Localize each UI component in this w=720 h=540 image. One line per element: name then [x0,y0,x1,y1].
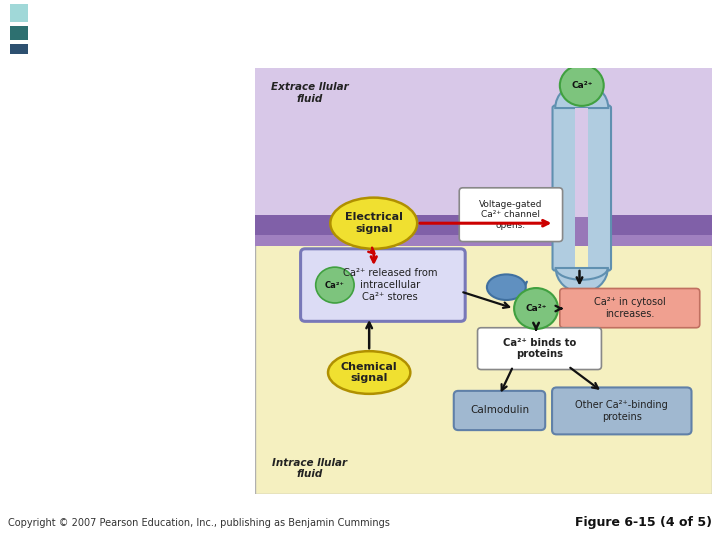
Wedge shape [555,83,608,108]
Circle shape [315,267,354,303]
FancyBboxPatch shape [459,188,562,241]
Text: Voltage-gated
Ca²⁺ channel
opens.: Voltage-gated Ca²⁺ channel opens. [480,200,543,230]
Text: Figure 6-15 (4 of 5): Figure 6-15 (4 of 5) [575,516,712,529]
FancyBboxPatch shape [477,328,601,369]
Text: Other Ca²⁺-binding
proteins: Other Ca²⁺-binding proteins [575,400,668,422]
Bar [255,235,712,246]
Text: Copyright © 2007 Pearson Education, Inc., publishing as Benjamin Cummings: Copyright © 2007 Pearson Education, Inc.… [8,518,390,528]
Text: Ca²⁺ binds to
proteins: Ca²⁺ binds to proteins [503,338,576,360]
FancyBboxPatch shape [552,388,691,434]
Text: Ca²⁺: Ca²⁺ [571,81,593,90]
Bar [575,217,588,268]
Text: Novel Signal Molecules: Calcium: Novel Signal Molecules: Calcium [40,26,497,50]
FancyBboxPatch shape [454,391,545,430]
Bar [575,217,588,246]
Text: Ca²⁺ released from
intracellular
Ca²⁺ stores: Ca²⁺ released from intracellular Ca²⁺ st… [343,268,437,302]
Circle shape [514,288,558,329]
Text: Extrace llular
fluid: Extrace llular fluid [271,83,348,104]
Text: Intrace llular
fluid: Intrace llular fluid [272,458,347,480]
Bar [255,68,712,217]
Text: Ca²⁺ in cytosol
increases.: Ca²⁺ in cytosol increases. [594,298,666,319]
Ellipse shape [328,351,410,394]
Text: Chemical
signal: Chemical signal [341,362,397,383]
Circle shape [560,65,604,106]
FancyBboxPatch shape [560,288,700,328]
Ellipse shape [330,198,417,249]
Bar [255,215,712,236]
Text: Ca²⁺: Ca²⁺ [526,304,546,313]
Text: Ca²⁺: Ca²⁺ [325,281,345,289]
Ellipse shape [487,274,526,300]
FancyBboxPatch shape [552,105,578,271]
Bar [10,44,28,54]
Text: Calmodulin: Calmodulin [470,406,529,415]
FancyBboxPatch shape [585,105,611,271]
Bar [10,26,28,40]
Bar [10,4,28,22]
FancyBboxPatch shape [301,249,465,321]
Wedge shape [556,268,608,292]
Bar [575,108,588,217]
Text: Electrical
signal: Electrical signal [345,212,402,234]
